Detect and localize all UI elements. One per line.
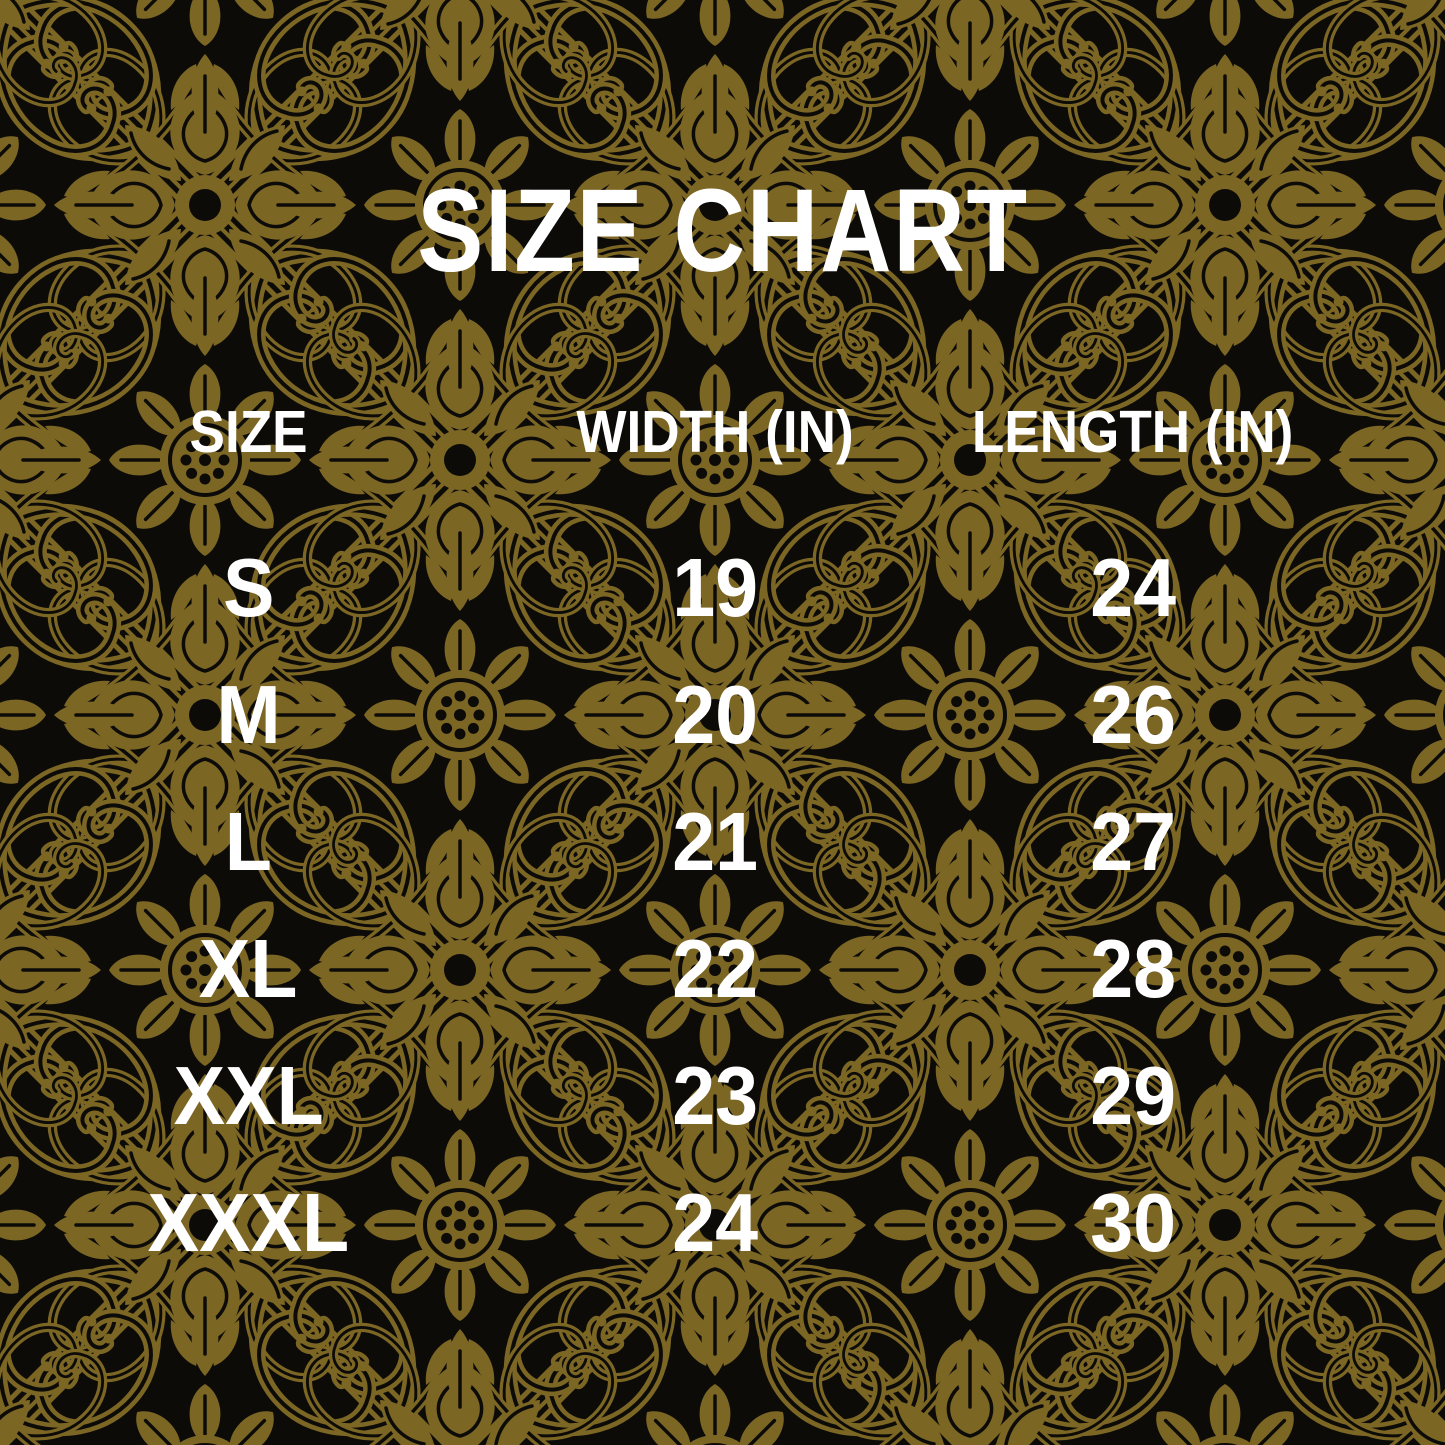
cell-size: XL bbox=[199, 922, 298, 1015]
table-row-xxxl: XXXL 24 30 bbox=[0, 1180, 1445, 1266]
cell-size: L bbox=[224, 795, 273, 888]
table-row-m: M 20 26 bbox=[0, 672, 1445, 758]
table-row-l: L 21 27 bbox=[0, 799, 1445, 885]
table-row-s: S 19 24 bbox=[0, 545, 1445, 631]
cell-size: XXXL bbox=[147, 1176, 350, 1269]
cell-size: M bbox=[216, 668, 281, 761]
header-length: LENGTH (IN) bbox=[972, 399, 1294, 465]
cell-length: 30 bbox=[1090, 1176, 1176, 1269]
cell-size: S bbox=[222, 541, 275, 634]
cell-width: 19 bbox=[672, 541, 759, 634]
table-header-row: SIZE WIDTH (IN) LENGTH (IN) bbox=[0, 402, 1445, 462]
page-title: SIZE CHART bbox=[0, 170, 1445, 292]
header-size: SIZE bbox=[189, 399, 308, 465]
cell-width: 24 bbox=[672, 1176, 759, 1269]
header-width: WIDTH (IN) bbox=[576, 399, 855, 465]
cell-width: 23 bbox=[672, 1049, 759, 1142]
page-title-text: SIZE CHART bbox=[416, 165, 1029, 297]
cell-width: 22 bbox=[672, 922, 759, 1015]
cell-length: 27 bbox=[1090, 795, 1176, 888]
cell-length: 24 bbox=[1090, 541, 1176, 634]
cell-length: 28 bbox=[1090, 922, 1176, 1015]
cell-length: 26 bbox=[1090, 668, 1176, 761]
table-row-xl: XL 22 28 bbox=[0, 926, 1445, 1012]
cell-width: 20 bbox=[672, 668, 759, 761]
cell-width: 21 bbox=[672, 795, 759, 888]
cell-length: 29 bbox=[1090, 1049, 1176, 1142]
table-row-xxl: XXL 23 29 bbox=[0, 1053, 1445, 1139]
cell-size: XXL bbox=[173, 1049, 324, 1142]
